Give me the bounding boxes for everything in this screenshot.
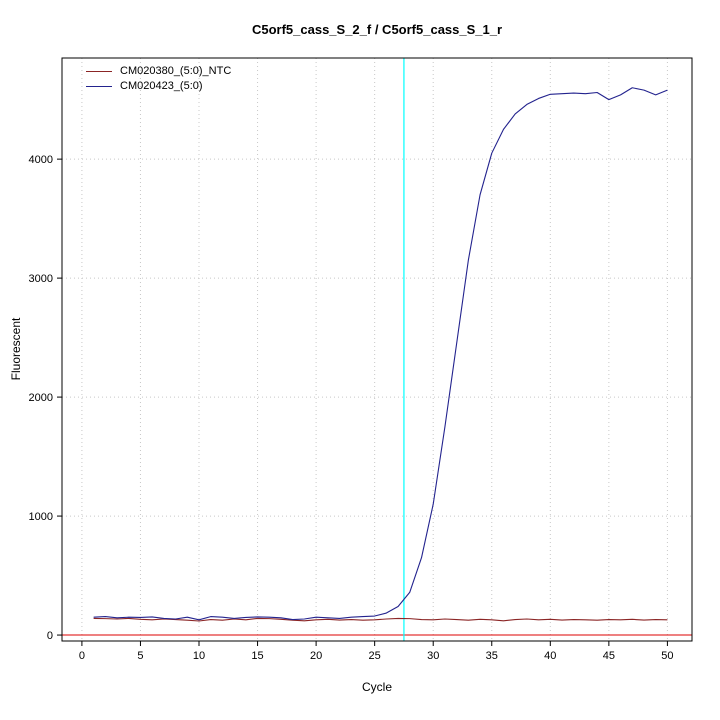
x-tick-label: 40 bbox=[544, 650, 556, 662]
y-tick-label: 0 bbox=[47, 630, 53, 642]
x-tick-label: 30 bbox=[427, 650, 439, 662]
x-tick-label: 20 bbox=[310, 650, 322, 662]
x-tick-label: 15 bbox=[251, 650, 263, 662]
y-tick-label: 2000 bbox=[29, 392, 53, 404]
x-tick-label: 25 bbox=[369, 650, 381, 662]
x-tick-label: 0 bbox=[79, 650, 85, 662]
x-tick-label: 35 bbox=[486, 650, 498, 662]
plot-border bbox=[61, 57, 693, 642]
x-tick-label: 10 bbox=[193, 650, 205, 662]
legend-item-sample: CM020423_(5:0) bbox=[86, 79, 231, 94]
series-line-1 bbox=[93, 87, 668, 621]
legend-line-swatch-sample bbox=[86, 86, 112, 87]
x-tick-label: 50 bbox=[661, 650, 673, 662]
y-tick-label: 4000 bbox=[29, 154, 53, 166]
series-line-0 bbox=[93, 617, 668, 622]
legend-line-swatch-ntc bbox=[86, 71, 112, 72]
legend-item-ntc: CM020380_(5:0)_NTC bbox=[86, 64, 231, 79]
chart-title: C5orf5_cass_S_2_f / C5orf5_cass_S_1_r bbox=[251, 22, 503, 37]
legend-label-ntc: CM020380_(5:0)_NTC bbox=[120, 65, 232, 77]
x-axis-label: Cycle bbox=[361, 680, 392, 694]
x-tick-label: 5 bbox=[137, 650, 143, 662]
legend-label-sample: CM020423_(5:0) bbox=[120, 80, 203, 92]
y-tick-label: 1000 bbox=[29, 511, 53, 523]
legend: CM020380_(5:0)_NTC CM020423_(5:0) bbox=[86, 64, 231, 94]
x-tick-label: 45 bbox=[603, 650, 615, 662]
y-tick-label: 3000 bbox=[29, 273, 53, 285]
